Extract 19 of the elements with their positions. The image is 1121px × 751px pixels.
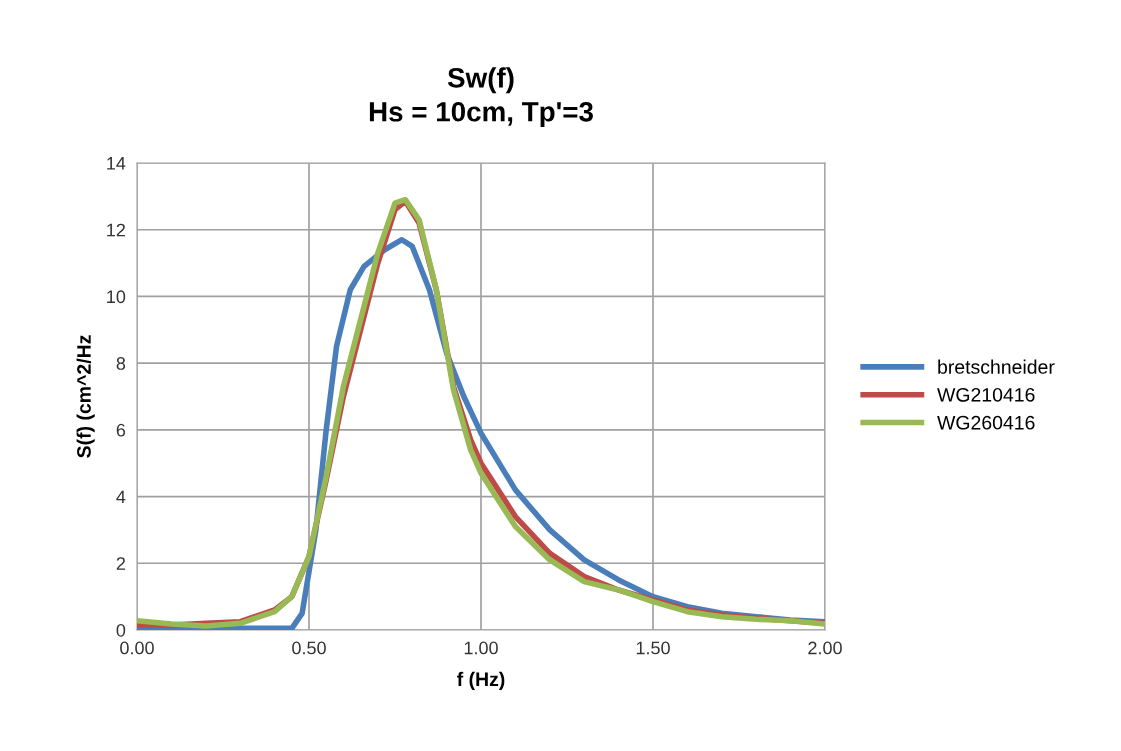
legend-label: WG260416 [937,415,1035,430]
y-tick-label: 2 [116,557,125,570]
y-tick-label: 10 [107,290,126,304]
x-tick-label: 2.00 [808,641,842,655]
x-axis-title: f (Hz) [457,671,505,690]
legend-label: WG210416 [937,387,1035,402]
chart-title: Sw(f) Hs = 10cm, Tp'=3 [369,67,593,128]
x-tick-label: 1.50 [636,641,670,655]
x-tick-label: 0.50 [292,641,326,655]
x-tick-label: 0.00 [120,641,154,655]
y-tick-label: 8 [116,357,126,370]
y-tick-label: 14 [107,157,126,170]
y-tick-label: 6 [116,423,126,437]
y-tick-label: 12 [107,223,125,237]
y-tick-label: 0 [116,623,126,637]
x-tick-label: 1.00 [464,641,498,655]
y-axis-title: S(f) (cm^2/Hz [76,335,95,458]
y-tick-label: 4 [116,490,126,504]
legend-label: bretschneider [938,359,1055,374]
